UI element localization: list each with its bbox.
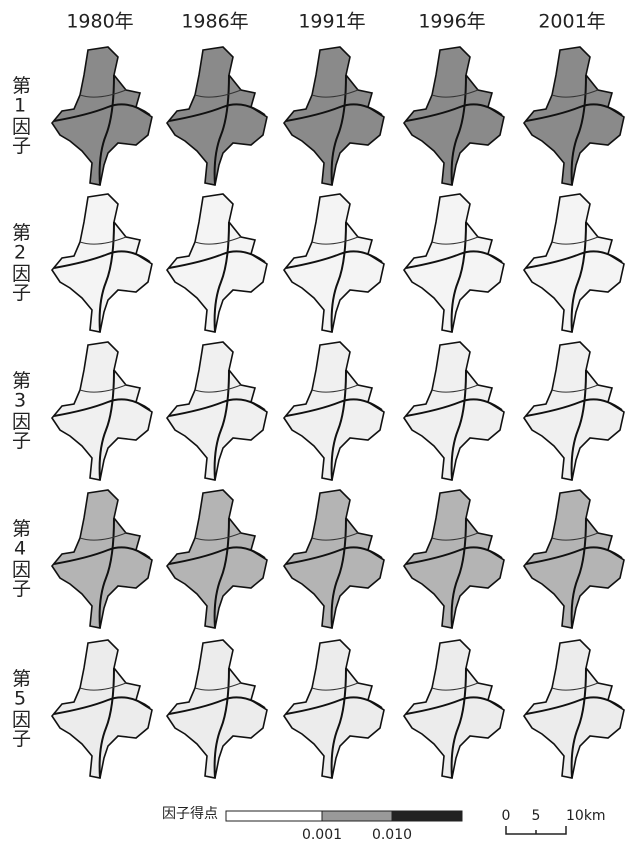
column-header: 1980年 [66, 11, 133, 33]
map-area [524, 342, 624, 480]
map-area [52, 47, 152, 185]
map-area [52, 194, 152, 332]
legend-title: 因子得点 [162, 805, 218, 822]
map [167, 47, 267, 185]
map-area [284, 194, 384, 332]
map-area [52, 490, 152, 628]
map-area [404, 47, 504, 185]
scale-label: 10km [566, 808, 606, 824]
map-area [284, 342, 384, 480]
column-header: 2001年 [538, 11, 605, 33]
map-area [167, 194, 267, 332]
map [52, 194, 152, 332]
map-area [524, 640, 624, 778]
map-area [404, 640, 504, 778]
row-label: 第1因子 [9, 75, 31, 154]
legend-low [226, 811, 322, 821]
legend-break: 0.001 [302, 827, 342, 843]
map [524, 490, 624, 628]
map [524, 640, 624, 778]
column-header: 1996年 [418, 11, 485, 33]
map [524, 342, 624, 480]
map [167, 194, 267, 332]
map-area [404, 342, 504, 480]
map-area [524, 194, 624, 332]
map [167, 342, 267, 480]
row-label: 第2因子 [9, 222, 31, 301]
map-area [167, 47, 267, 185]
map [284, 194, 384, 332]
legend-mid [322, 811, 392, 821]
column-header: 1986年 [181, 11, 248, 33]
row-label: 第5因子 [9, 668, 31, 747]
row-label: 第3因子 [9, 370, 31, 449]
column-header: 1991年 [298, 11, 365, 33]
scale-label: 0 [502, 808, 511, 824]
legend-high [392, 811, 462, 821]
map [404, 194, 504, 332]
scale-bar [506, 826, 566, 834]
map [52, 47, 152, 185]
map [52, 490, 152, 628]
map-area [524, 490, 624, 628]
map [404, 47, 504, 185]
scale-label: 5 [532, 808, 541, 824]
map-area [167, 490, 267, 628]
map [524, 47, 624, 185]
map [284, 342, 384, 480]
legend-break: 0.010 [372, 827, 412, 843]
map [284, 490, 384, 628]
map-area [284, 490, 384, 628]
map-area [404, 490, 504, 628]
map [404, 640, 504, 778]
map-grid: 1980年 1986年 1991年 1996年 2001年第1因子第2因子第3因子第4因… [0, 0, 630, 843]
row-label: 第4因子 [9, 518, 31, 597]
map-area [52, 640, 152, 778]
map [167, 640, 267, 778]
map-area [524, 47, 624, 185]
map [284, 47, 384, 185]
map [284, 640, 384, 778]
map [52, 342, 152, 480]
map [52, 640, 152, 778]
map-area [167, 342, 267, 480]
map-area [167, 640, 267, 778]
map [167, 490, 267, 628]
map-area [52, 342, 152, 480]
map-area [404, 194, 504, 332]
map-area [284, 47, 384, 185]
figure: 1980年 1986年 1991年 1996年 2001年第1因子第2因子第3因子第4因… [0, 0, 630, 843]
map [524, 194, 624, 332]
map-area [284, 640, 384, 778]
map [404, 342, 504, 480]
map [404, 490, 504, 628]
